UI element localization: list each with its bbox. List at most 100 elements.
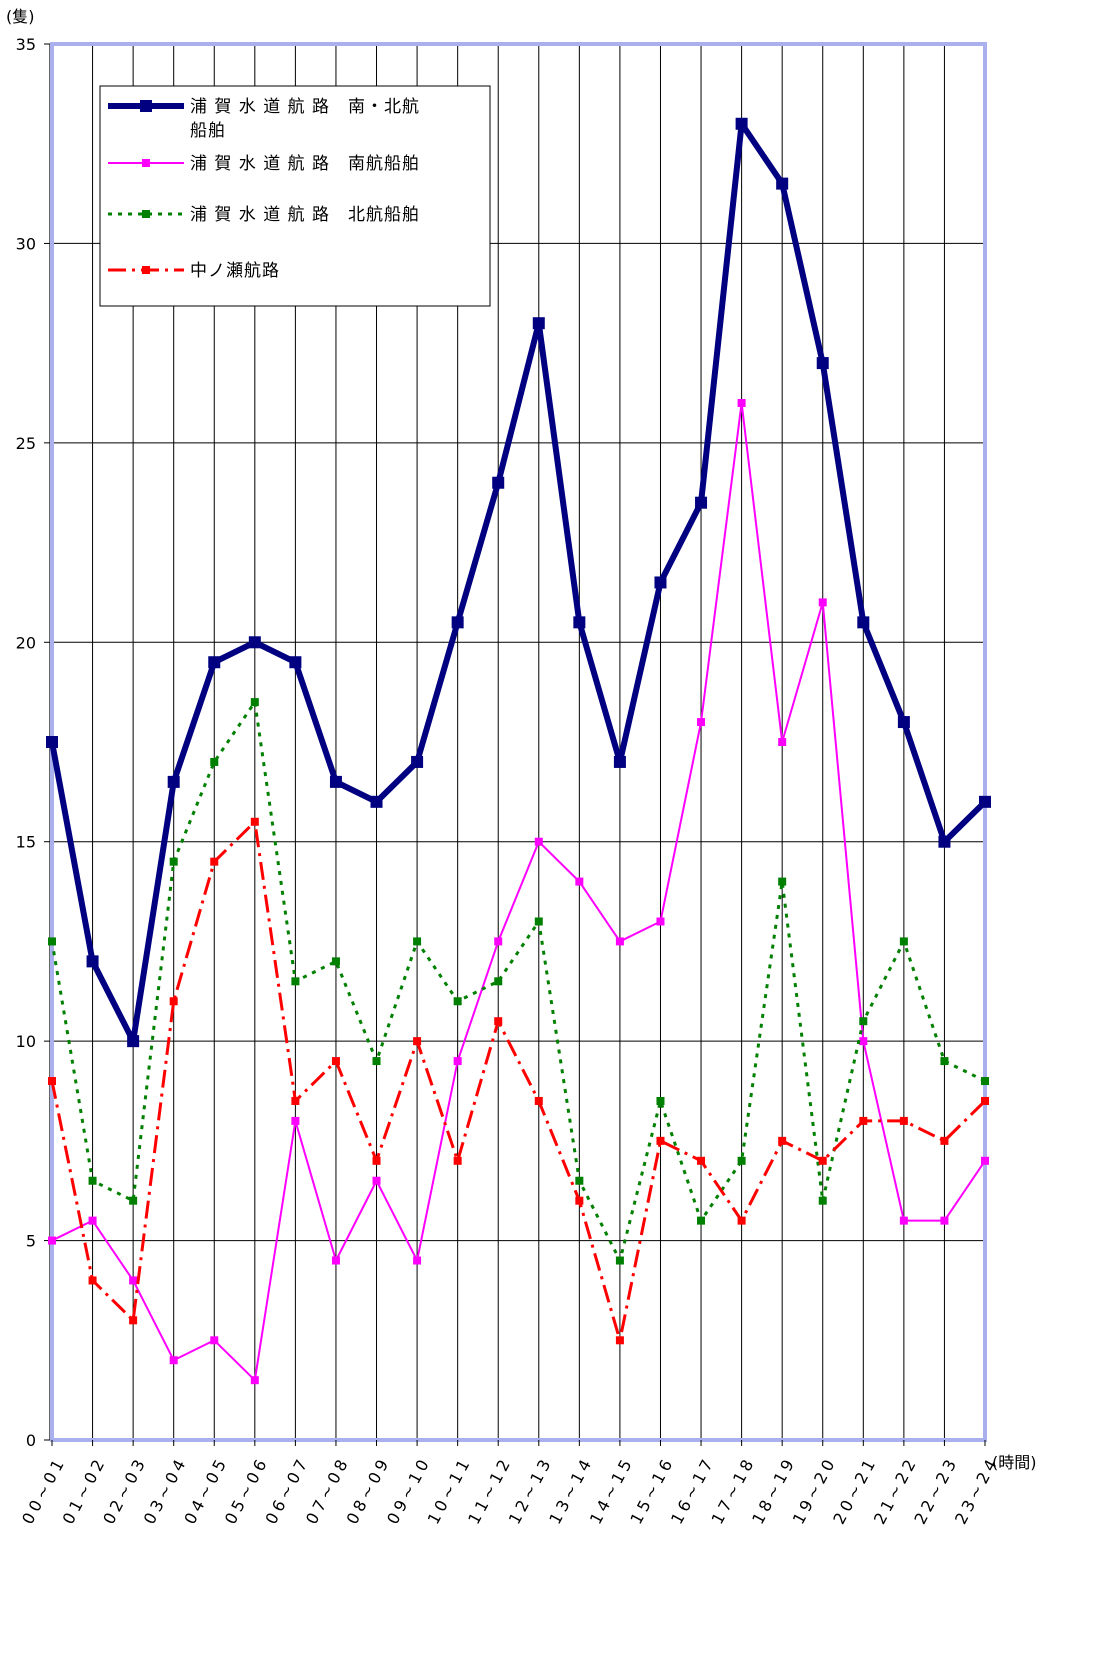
data-point-marker (331, 1057, 340, 1066)
legend-label: 中ノ瀬航路 (190, 261, 280, 281)
data-point-marker (818, 1156, 827, 1165)
legend-label: 浦 賀 水 道 航 路 南航船舶 (190, 154, 420, 174)
data-point-marker (453, 1156, 462, 1165)
data-point-marker (86, 955, 99, 968)
series-line (51, 401, 986, 1382)
y-axis-unit-label: (隻) (6, 7, 35, 26)
legend-label-continued: 船舶 (190, 121, 226, 141)
data-point-marker (697, 1216, 706, 1225)
data-point-marker (48, 937, 56, 946)
y-axis-ticks: 0 5 10 15 20 25 30 35 (16, 35, 50, 1450)
y-tick-label: 35 (16, 35, 36, 54)
data-point-marker (899, 937, 908, 946)
data-point-marker (208, 656, 221, 669)
data-point-marker (494, 937, 503, 946)
data-point-marker (816, 357, 829, 370)
data-point-marker (291, 1116, 300, 1125)
data-point-marker (329, 775, 342, 788)
data-point-marker (534, 917, 543, 926)
data-point-marker (127, 1035, 140, 1048)
y-tick-label: 5 (26, 1232, 36, 1251)
legend-box (99, 85, 491, 307)
data-point-marker (532, 317, 545, 330)
data-point-marker (492, 476, 505, 489)
data-point-marker (697, 718, 706, 727)
data-point-marker (573, 616, 586, 629)
y-tick-label: 0 (26, 1431, 36, 1450)
data-point-marker (88, 1176, 97, 1185)
data-point-marker (981, 1156, 989, 1165)
legend-swatch-marker (142, 266, 150, 274)
data-point-marker (494, 1017, 503, 1026)
data-point-marker (169, 1356, 178, 1365)
series-line (50, 700, 986, 1263)
data-point-marker (818, 1196, 827, 1205)
data-point-marker (534, 1096, 543, 1105)
data-point-marker (859, 1017, 868, 1026)
data-point-marker (451, 616, 464, 629)
data-point-marker (413, 1037, 422, 1046)
y-tick-label: 30 (16, 234, 36, 253)
data-point-marker (940, 1057, 949, 1066)
data-point-marker (331, 957, 340, 966)
data-point-marker (372, 1176, 381, 1185)
legend-swatch-marker (142, 159, 150, 167)
data-point-marker (413, 1256, 422, 1265)
data-point-marker (167, 775, 180, 788)
data-point-marker (129, 1196, 138, 1205)
x-axis-unit-label: (時間) (992, 1453, 1037, 1472)
data-point-marker (48, 1236, 56, 1245)
data-point-marker (48, 1077, 56, 1086)
data-point-marker (370, 795, 383, 808)
data-point-marker (88, 1276, 97, 1285)
data-point-marker (818, 598, 827, 607)
data-point-marker (737, 1216, 746, 1225)
data-point-marker (210, 757, 219, 766)
data-point-marker (697, 1156, 706, 1165)
data-point-marker (372, 1057, 381, 1066)
data-point-marker (372, 1156, 381, 1165)
data-point-marker (453, 997, 462, 1006)
data-point-marker (248, 636, 261, 649)
data-point-marker (291, 977, 300, 986)
data-point-marker (737, 1156, 746, 1165)
data-point-marker (534, 837, 543, 846)
data-point-marker (413, 937, 422, 946)
data-point-marker (981, 1077, 989, 1086)
data-point-marker (129, 1316, 138, 1325)
data-point-marker (899, 1216, 908, 1225)
data-point-marker (575, 1176, 584, 1185)
legend-label: 浦 賀 水 道 航 路 南・北航 (190, 97, 420, 117)
data-point-marker (250, 698, 259, 707)
data-point-marker (778, 877, 787, 886)
data-point-marker (129, 1276, 138, 1285)
series-line (50, 820, 987, 1342)
data-point-marker (695, 496, 708, 509)
data-point-marker (778, 1136, 787, 1145)
data-point-marker (453, 1057, 462, 1066)
data-point-marker (411, 755, 424, 768)
data-point-marker (859, 1037, 868, 1046)
data-point-marker (615, 937, 624, 946)
y-tick-label: 15 (16, 833, 36, 852)
data-point-marker (897, 716, 910, 729)
x-axis-ticks: 00~0101~0202~0303~0404~0505~0606~0707~08… (18, 1440, 1003, 1527)
data-point-marker (654, 576, 667, 589)
data-point-marker (250, 817, 259, 826)
y-tick-label: 20 (16, 633, 36, 652)
data-point-marker (291, 1096, 300, 1105)
data-point-marker (979, 795, 991, 808)
legend-swatch-marker (142, 210, 150, 218)
series-lines (46, 117, 991, 1385)
data-point-marker (615, 1256, 624, 1265)
data-point-marker (656, 1136, 665, 1145)
data-point-marker (940, 1136, 949, 1145)
data-point-marker (735, 117, 748, 130)
data-point-marker (289, 656, 302, 669)
data-point-marker (859, 1116, 868, 1125)
data-point-marker (778, 738, 787, 746)
data-point-marker (613, 755, 626, 768)
data-point-marker (250, 1376, 259, 1385)
